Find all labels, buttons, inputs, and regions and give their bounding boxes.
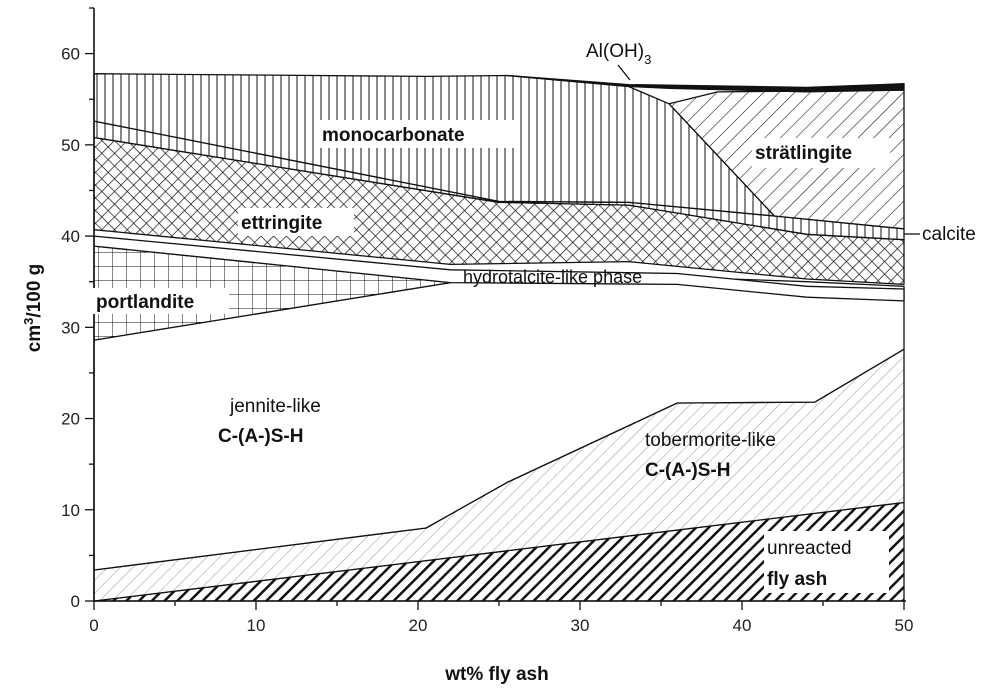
- label-jennite-like: jennite-like: [229, 396, 321, 417]
- label-aloh-sub: 3: [644, 52, 651, 67]
- label-portlandite: portlandite: [96, 292, 194, 313]
- label-ettringite: ettringite: [241, 213, 322, 234]
- area-hydrotalcite: [93, 235, 905, 302]
- x-tick-label: 20: [409, 616, 428, 635]
- x-tick-label: 30: [571, 616, 590, 635]
- label-flyash: unreacted fly ash: [764, 531, 889, 593]
- label-ettringite-group: ettringite: [238, 208, 354, 236]
- label-monocarbonate-group: monocarbonate: [319, 120, 519, 148]
- label-tobermorite-like: tobermorite-like: [645, 430, 776, 451]
- x-tick-label: 10: [247, 616, 266, 635]
- x-tick-label: 40: [733, 616, 752, 635]
- label-stratlingite-group: strätlingite: [752, 138, 890, 168]
- axes: 0 10 20 30 40 50 0 10 20 30 40 50 60: [61, 7, 914, 635]
- y-tick-label: 50: [61, 136, 80, 155]
- y-tick-label: 10: [61, 501, 80, 520]
- label-unreacted: unreacted: [767, 538, 852, 559]
- label-monocarbonate: monocarbonate: [322, 125, 465, 146]
- label-calcite-group: calcite: [904, 224, 976, 245]
- y-axis-title: cm3/100 g: [21, 264, 45, 353]
- y-tick-label: 0: [71, 592, 80, 611]
- label-aloh-main: Al(OH): [586, 41, 644, 62]
- label-hydrotalcite: hydrotalcite-like phase: [463, 267, 642, 287]
- y-axis-title-sup: 3: [21, 318, 36, 325]
- y-tick-label: 60: [61, 45, 80, 64]
- label-calcite: calcite: [922, 224, 976, 245]
- label-jennite: jennite-like C-(A-)S-H: [218, 396, 321, 447]
- y-tick-label: 40: [61, 227, 80, 246]
- label-aloh-group: Al(OH)3: [586, 41, 651, 81]
- y-tick-label: 20: [61, 410, 80, 429]
- label-hydrotalcite-group: hydrotalcite-like phase: [463, 267, 642, 287]
- label-tobermorite-csh: C-(A-)S-H: [645, 460, 730, 481]
- y-tick-label: 30: [61, 318, 80, 337]
- label-tobermorite: tobermorite-like C-(A-)S-H: [645, 430, 776, 481]
- label-aloh: Al(OH)3: [586, 41, 651, 67]
- x-tick-label: 0: [89, 616, 98, 635]
- label-portlandite-group: portlandite: [93, 288, 229, 314]
- area-aloh: [506, 74, 905, 93]
- label-fly-ash: fly ash: [767, 569, 827, 590]
- x-tick-label: 50: [895, 616, 914, 635]
- x-axis-title: wt% fly ash: [444, 664, 548, 685]
- y-axis-title-main: cm: [24, 325, 45, 352]
- y-axis-title-rest: /100 g: [24, 264, 45, 318]
- label-stratlingite: strätlingite: [755, 143, 852, 164]
- label-jennite-csh: C-(A-)S-H: [218, 426, 303, 447]
